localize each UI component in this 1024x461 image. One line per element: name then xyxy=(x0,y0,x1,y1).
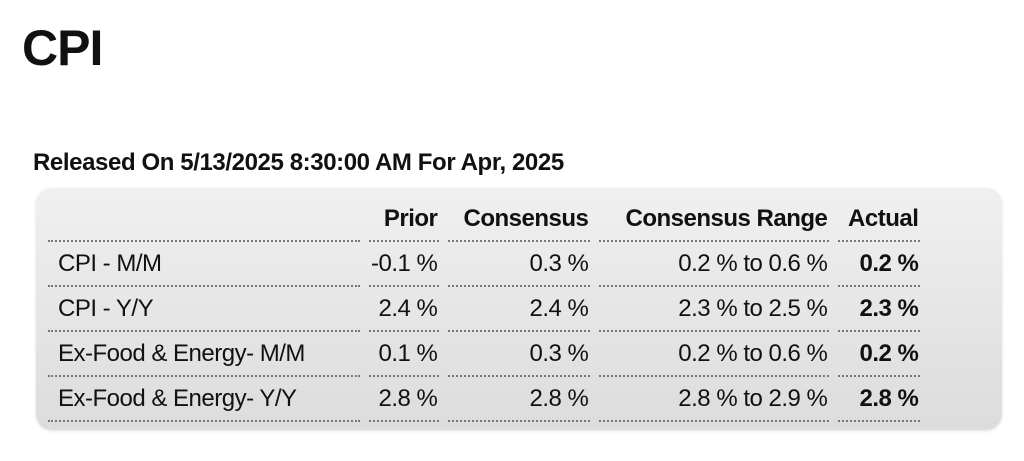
row-label: CPI - M/M xyxy=(48,242,360,287)
row-label: Ex-Food & Energy- M/M xyxy=(48,332,360,377)
economic-data-table-container: Prior Consensus Consensus Range Actual C… xyxy=(36,188,1002,430)
consensus-range-value: 0.2 % to 0.6 % xyxy=(599,242,830,287)
table-header-row: Prior Consensus Consensus Range Actual xyxy=(48,197,921,242)
actual-value: 2.8 % xyxy=(838,377,921,422)
table-row: CPI - M/M -0.1 % 0.3 % 0.2 % to 0.6 % 0.… xyxy=(48,242,921,287)
consensus-value: 0.3 % xyxy=(448,242,591,287)
actual-value: 0.2 % xyxy=(838,242,921,287)
header-actual: Actual xyxy=(838,197,921,242)
consensus-value: 2.8 % xyxy=(448,377,591,422)
actual-value: 0.2 % xyxy=(838,332,921,377)
prior-value: 2.8 % xyxy=(369,377,440,422)
header-blank-cell xyxy=(48,197,360,242)
consensus-value: 2.4 % xyxy=(448,287,591,332)
table-row: Ex-Food & Energy- M/M 0.1 % 0.3 % 0.2 % … xyxy=(48,332,921,377)
header-consensus: Consensus xyxy=(448,197,591,242)
header-prior: Prior xyxy=(369,197,440,242)
prior-value: 2.4 % xyxy=(369,287,440,332)
table-row: CPI - Y/Y 2.4 % 2.4 % 2.3 % to 2.5 % 2.3… xyxy=(48,287,921,332)
release-info: Released On 5/13/2025 8:30:00 AM For Apr… xyxy=(33,149,564,176)
actual-value: 2.3 % xyxy=(838,287,921,332)
page-title: CPI xyxy=(22,20,103,76)
row-label: Ex-Food & Energy- Y/Y xyxy=(48,377,360,422)
consensus-range-value: 2.3 % to 2.5 % xyxy=(599,287,830,332)
consensus-range-value: 0.2 % to 0.6 % xyxy=(599,332,830,377)
table-row: Ex-Food & Energy- Y/Y 2.8 % 2.8 % 2.8 % … xyxy=(48,377,921,422)
prior-value: 0.1 % xyxy=(369,332,440,377)
prior-value: -0.1 % xyxy=(369,242,440,287)
consensus-value: 0.3 % xyxy=(448,332,591,377)
row-label: CPI - Y/Y xyxy=(48,287,360,332)
consensus-range-value: 2.8 % to 2.9 % xyxy=(599,377,830,422)
header-consensus-range: Consensus Range xyxy=(599,197,830,242)
economic-data-table: Prior Consensus Consensus Range Actual C… xyxy=(39,197,929,422)
